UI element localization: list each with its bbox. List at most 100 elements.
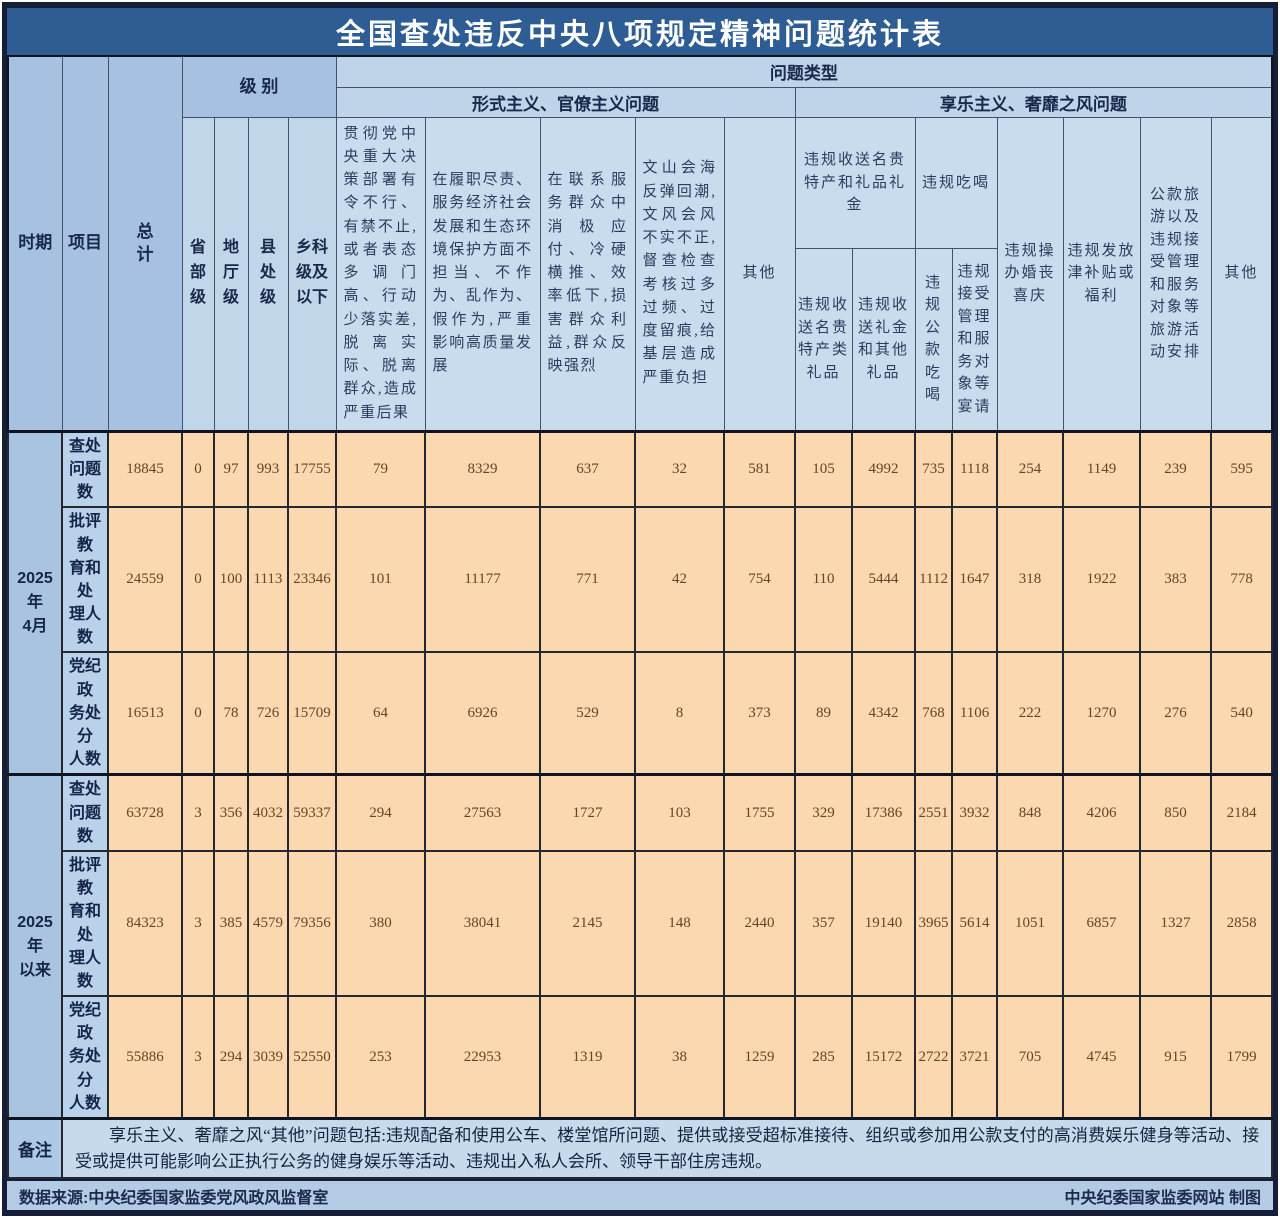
value-cell: 79356 [286,849,338,998]
value-cell: 637 [539,430,637,509]
period-group-april-2025: 2025年 4月 查处 问题数 18845 0 97 993 17755 79 … [7,430,1274,776]
header-level-group: 级 别 [181,55,337,118]
page-title: 全国查处违反中央八项规定精神问题统计表 [335,18,944,51]
value-cell: 285 [794,995,854,1120]
row-label: 查处 问题数 [61,773,109,852]
value-cell: 1319 [539,995,637,1120]
value-cell: 2145 [539,849,637,998]
title-bar: 全国查处违反中央八项规定精神问题统计表 [7,8,1273,55]
value-cell: 148 [634,849,726,998]
header-formalism-other: 其他 [723,116,796,432]
value-cell: 4206 [1062,773,1142,852]
value-cell: 105 [794,430,854,509]
header-level-province: 省 部 级 [181,116,215,432]
value-cell: 0 [181,430,215,509]
header-item: 项目 [61,55,109,432]
value-cell: 2184 [1210,773,1274,852]
period-cell: 2025年 以来 [7,773,63,1120]
value-cell: 79 [335,430,427,509]
value-cell: 778 [1210,506,1274,654]
value-cell: 23346 [286,506,338,654]
remark-label: 备注 [7,1117,63,1179]
value-cell: 42 [634,506,726,654]
value-cell: 1112 [914,506,954,654]
remark-section: 备注 享乐主义、奢靡之风“其他”问题包括:违规配备和使用公车、楼堂馆所问题、提供… [7,1117,1274,1179]
value-cell: 1270 [1062,651,1142,776]
header-gifts-money: 违规收 送礼金 和其他 礼品 [851,248,916,432]
value-cell: 6857 [1062,849,1142,998]
value-cell: 78 [213,651,249,776]
value-cell: 222 [996,651,1065,776]
header-level-township: 乡科 级及 以下 [287,116,337,432]
value-cell: 3039 [247,995,289,1120]
header-formalism-col: 贯彻党中央重大决策部署有令不行、有禁不止,或者表态多调门高、行动少落实差,脱离实… [335,116,426,432]
value-cell: 595 [1210,430,1274,509]
value-cell: 768 [914,651,954,776]
header-dining-banquets: 违规 接受 管理 和服 务对 象等 宴请 [951,248,998,432]
value-cell: 64 [335,651,427,776]
value-cell: 1647 [951,506,999,654]
value-cell: 5614 [951,849,999,998]
value-cell: 253 [335,995,427,1120]
value-cell: 239 [1139,430,1213,509]
statistics-table: 时期 项目 总 计 级 别 问题类型 形式主义、官僚主义问题 享乐主义、奢靡之风… [7,55,1274,1179]
value-cell: 15709 [286,651,338,776]
header-formalism-group: 形式主义、官僚主义问题 [335,86,796,118]
value-cell: 771 [539,506,637,654]
value-cell: 4032 [247,773,289,852]
header-formalism-col: 在联系服务群众中消极应付、冷硬横推、效率低下,损害群众利益,群众反映强烈 [539,116,636,432]
period-group-since-2025: 2025年 以来 查处 问题数 63728 3 356 4032 59337 2… [7,773,1274,1120]
value-cell: 850 [1139,773,1213,852]
value-cell: 89 [794,651,854,776]
value-cell: 385 [213,849,249,998]
value-cell: 100 [213,506,249,654]
value-cell: 2858 [1210,849,1274,998]
value-cell: 373 [723,651,797,776]
header-allowances: 违规发放 津补贴或 福利 [1062,116,1141,432]
value-cell: 1051 [996,849,1065,998]
value-cell: 581 [723,430,797,509]
value-cell: 383 [1139,506,1213,654]
value-cell: 24559 [107,506,183,654]
header-period: 时期 [7,55,63,432]
value-cell: 254 [996,430,1065,509]
value-cell: 17755 [286,430,338,509]
header-weddings-funerals: 违规操 办婚丧 喜庆 [996,116,1064,432]
value-cell: 4342 [851,651,917,776]
value-cell: 380 [335,849,427,998]
header-level-county: 县 处 级 [247,116,289,432]
value-cell: 0 [181,506,215,654]
value-cell: 2722 [914,995,954,1120]
value-cell: 52550 [286,995,338,1120]
value-cell: 993 [247,430,289,509]
row-label: 批评教 育和处 理人数 [61,506,109,654]
value-cell: 4745 [1062,995,1142,1120]
value-cell: 103 [634,773,726,852]
value-cell: 3721 [951,995,999,1120]
value-cell: 1727 [539,773,637,852]
value-cell: 38 [634,995,726,1120]
value-cell: 329 [794,773,854,852]
value-cell: 735 [914,430,954,509]
value-cell: 294 [213,995,249,1120]
value-cell: 356 [213,773,249,852]
value-cell: 0 [181,651,215,776]
value-cell: 19140 [851,849,917,998]
value-cell: 6926 [424,651,542,776]
row-label: 查处 问题数 [61,430,109,509]
period-cell: 2025年 4月 [7,430,63,776]
value-cell: 11177 [424,506,542,654]
remark-text: 享乐主义、奢靡之风“其他”问题包括:违规配备和使用公车、楼堂馆所问题、提供或接受… [60,1117,1274,1179]
value-cell: 1327 [1139,849,1213,998]
value-cell: 294 [335,773,427,852]
value-cell: 84323 [107,849,183,998]
value-cell: 2551 [914,773,954,852]
value-cell: 17386 [851,773,917,852]
value-cell: 3965 [914,849,954,998]
header-gifts-specialty: 违规收 送名贵 特产类 礼品 [794,248,853,432]
value-cell: 357 [794,849,854,998]
header-dining-public-funds: 违规 公款 吃喝 [914,248,953,432]
value-cell: 4992 [851,430,917,509]
footer-credit: 中央纪委国家监委网站 制图 [1064,1189,1261,1207]
